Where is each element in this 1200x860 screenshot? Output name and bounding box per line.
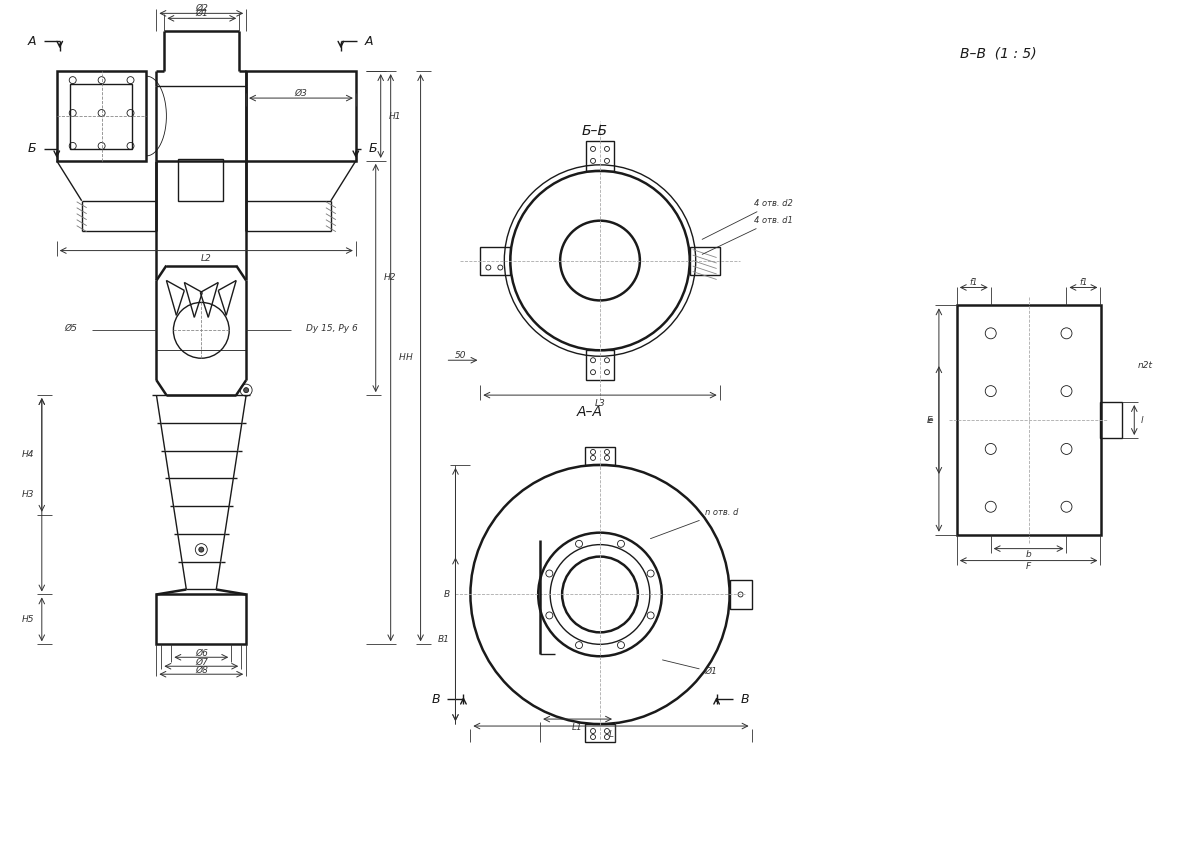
- Text: А: А: [28, 34, 36, 48]
- Text: Б: Б: [368, 143, 377, 156]
- Text: L3: L3: [595, 398, 605, 408]
- Text: L1: L1: [572, 722, 583, 732]
- Text: H1: H1: [389, 112, 401, 120]
- Bar: [156, 594, 246, 644]
- Circle shape: [199, 547, 204, 552]
- Text: Ø8: Ø8: [194, 666, 208, 675]
- Bar: [480, 247, 510, 274]
- Bar: [246, 71, 355, 161]
- Text: L2: L2: [200, 254, 211, 263]
- Bar: [179, 159, 223, 200]
- Text: E: E: [928, 415, 932, 425]
- Bar: [956, 305, 1102, 535]
- Bar: [70, 84, 132, 149]
- Text: В–В  (1 : 5): В–В (1 : 5): [960, 46, 1037, 60]
- Text: H2: H2: [384, 273, 396, 282]
- Text: H4: H4: [22, 451, 34, 459]
- Text: Ø2: Ø2: [194, 3, 208, 13]
- Bar: [586, 724, 614, 742]
- Text: n2t: n2t: [1138, 360, 1153, 370]
- Text: Dy 15, Ру 6: Dy 15, Ру 6: [306, 324, 358, 333]
- Text: Б: Б: [28, 143, 36, 156]
- Text: В: В: [740, 692, 749, 705]
- Text: Ø6: Ø6: [194, 648, 208, 658]
- Text: Ø1: Ø1: [662, 660, 718, 676]
- Bar: [586, 141, 614, 171]
- Text: В1: В1: [438, 635, 450, 644]
- Circle shape: [244, 388, 248, 393]
- Text: А: А: [365, 34, 373, 48]
- Text: В: В: [431, 692, 440, 705]
- Text: 50: 50: [455, 351, 467, 359]
- Text: H3: H3: [22, 490, 34, 500]
- Text: n отв. d: n отв. d: [650, 507, 738, 538]
- Text: Б–Б: Б–Б: [582, 124, 608, 138]
- Text: f1: f1: [1079, 278, 1087, 287]
- Text: H: H: [406, 353, 413, 362]
- Bar: [690, 247, 720, 274]
- Text: b: b: [1026, 550, 1032, 559]
- Text: 4 отв. d1: 4 отв. d1: [702, 216, 793, 255]
- Text: H5: H5: [22, 615, 34, 624]
- Text: l: l: [1140, 415, 1142, 425]
- Text: Ø5: Ø5: [64, 324, 77, 333]
- Text: 4 отв. d2: 4 отв. d2: [702, 199, 793, 239]
- Text: f1: f1: [970, 278, 978, 287]
- Text: L: L: [608, 729, 613, 739]
- Text: В: В: [443, 590, 450, 599]
- Text: Ø3: Ø3: [294, 89, 307, 97]
- Text: F: F: [1026, 562, 1031, 571]
- Bar: [586, 350, 614, 380]
- Bar: [730, 580, 751, 610]
- Bar: [56, 71, 146, 161]
- Text: Ø7: Ø7: [194, 658, 208, 666]
- Text: А–А: А–А: [577, 405, 604, 419]
- Text: e: e: [928, 415, 932, 425]
- Text: Ø1: Ø1: [196, 9, 209, 18]
- Bar: [1100, 402, 1122, 438]
- Text: H: H: [398, 353, 406, 362]
- Bar: [586, 447, 614, 465]
